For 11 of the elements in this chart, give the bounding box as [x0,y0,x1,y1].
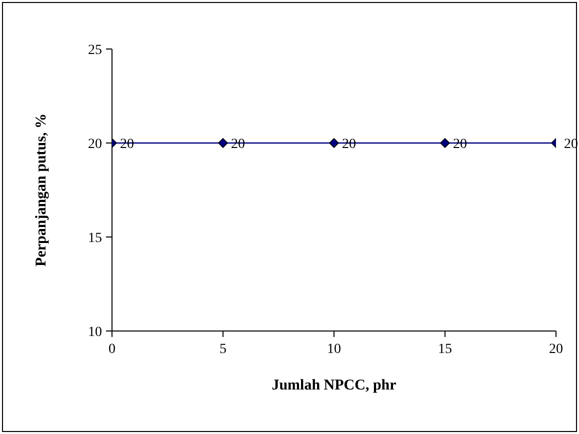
y-axis-title: Perpanjangan putus, % [33,114,50,266]
x-tick-label: 15 [438,342,452,357]
x-tick-label: 20 [549,342,563,357]
y-tick-label: 10 [88,324,102,340]
x-tick-label: 10 [327,342,341,357]
x-tick-label: 5 [220,342,226,357]
y-tick-label: 15 [88,230,102,246]
y-tick-label: 25 [88,42,102,58]
x-axis-title: Jumlah NPCC, phr [272,378,397,394]
y-tick-label: 20 [88,136,102,152]
x-tick-label: 0 [108,342,116,357]
